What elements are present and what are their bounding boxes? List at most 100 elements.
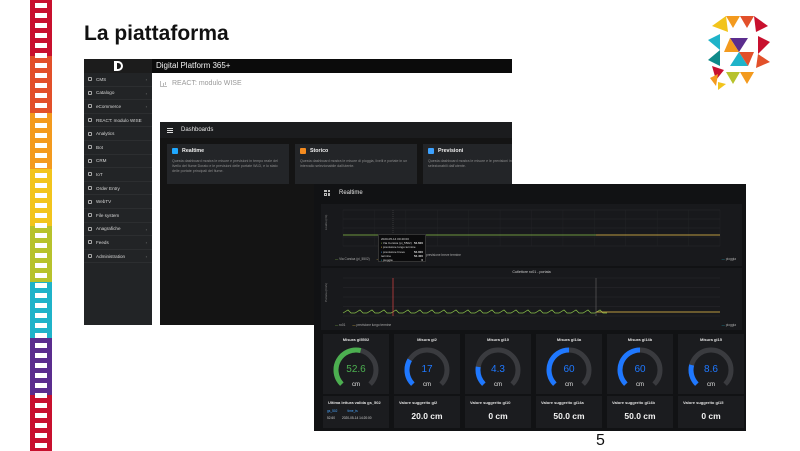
sidebar-item[interactable]: Catalogo › (84, 87, 152, 101)
platform-sidebar: CMS › Catalogo › eCommerce › REACT: modulo WIS… (84, 73, 152, 325)
hamburger-icon[interactable] (167, 127, 173, 133)
sidebar-item-label: REACT: modulo WISE (96, 117, 142, 123)
chevron-right-icon: › (145, 104, 147, 110)
film-hole (35, 443, 47, 448)
gear-icon (88, 254, 92, 259)
chart-tooltip: 2020-05-14 00:40:00 ▪ Via Corsica (pi_55… (378, 234, 426, 262)
slide-title: La piattaforma (84, 22, 229, 45)
film-hole (35, 53, 47, 58)
platform-brand[interactable] (84, 59, 152, 73)
film-hole (35, 273, 47, 278)
suggested-value-title: Valore suggerito gi14a (541, 400, 584, 405)
film-hole (35, 113, 47, 118)
gauge-fill (475, 366, 486, 386)
sidebar-item[interactable]: Bot (84, 141, 152, 155)
chart-icon (160, 80, 167, 87)
chart2-legend: — ro01 — previsione lungo termine (335, 323, 392, 327)
sidebar-item[interactable]: REACT: modulo WISE (84, 114, 152, 128)
cloud-icon (88, 172, 92, 177)
sidebar-item[interactable]: CMS › (84, 73, 152, 87)
film-hole (35, 343, 47, 348)
sidebar-item[interactable]: Feeds › (84, 236, 152, 250)
gauge-title: Misura gi14b (627, 337, 653, 342)
company-logo (708, 16, 770, 90)
film-hole (35, 423, 47, 428)
realtime-title: Realtime (339, 189, 363, 196)
sidebar-item[interactable]: WebTV (84, 195, 152, 209)
sidebar-item[interactable]: IoT (84, 168, 152, 182)
film-strip-decoration (30, 0, 52, 451)
film-hole (35, 433, 47, 438)
suggested-value-title: Valore suggerito gi14b (612, 400, 655, 405)
film-hole (35, 23, 47, 28)
sidebar-item[interactable]: Order Entry (84, 182, 152, 196)
chart1-legend-right: — pioggia (721, 257, 736, 261)
suggested-value: 50.0 cm (553, 411, 585, 421)
platform-topbar (84, 59, 512, 73)
film-hole (35, 153, 47, 158)
cart-icon (88, 104, 92, 109)
film-hole (35, 313, 47, 318)
sidebar-item-label: CMS (96, 76, 107, 82)
gauge-title: Misura gi14a (556, 337, 582, 342)
film-hole (35, 263, 47, 268)
film-hole (35, 373, 47, 378)
gauge-unit: cm (636, 382, 644, 388)
sidebar-item[interactable]: eCommerce › (84, 100, 152, 114)
sidebar-item[interactable]: Anagrafiche › (84, 223, 152, 237)
gauge-fill (333, 347, 362, 386)
dashboard-card-title: Previsioni (428, 148, 512, 154)
film-hole (35, 393, 47, 398)
gauge-value: 4.3 (491, 364, 505, 375)
tv-icon (88, 199, 92, 204)
film-hole (35, 203, 47, 208)
gauge-fill (404, 358, 415, 386)
gauge-value: 8.6 (704, 364, 718, 375)
dashboard-card[interactable]: Storico Questa dashboard mostra le misure… (295, 144, 417, 184)
film-hole (35, 43, 47, 48)
list-icon (88, 186, 92, 191)
dashboard-card[interactable]: Realtime Questa dashboard mostra le misur… (167, 144, 289, 184)
rss-icon (88, 240, 92, 245)
folder-icon (88, 213, 92, 218)
film-hole (35, 193, 47, 198)
last-read-panel: Ultima lettura valida gs_502 gs_502 time_… (323, 396, 389, 428)
gauge-panel: Misura gi10 4.3 cm (465, 334, 531, 394)
chevron-right-icon: › (145, 240, 147, 246)
film-hole (35, 283, 47, 288)
sidebar-item[interactable]: File system (84, 209, 152, 223)
gauge-fill (546, 347, 570, 386)
sidebar-item-label: IoT (96, 171, 103, 177)
suggested-value-panel: Valore suggerito gi15 0 cm (678, 396, 744, 428)
flow-chart-panel: Cutlettore ro01 - portata Portata (m3/s)… (321, 268, 742, 330)
gauge-value: 60 (634, 364, 646, 375)
sidebar-item[interactable]: Administration › (84, 250, 152, 264)
dashboard-grid-icon[interactable] (324, 189, 330, 196)
tooltip-row: ▪ pioggia 0 (381, 258, 423, 263)
sidebar-item[interactable]: Analytics (84, 127, 152, 141)
gauge-unit: cm (565, 382, 573, 388)
sidebar-item-label: Catalogo (96, 90, 115, 96)
gauge-fill (688, 364, 699, 386)
film-hole (35, 213, 47, 218)
gauge-dial (333, 347, 379, 386)
film-hole (35, 3, 47, 8)
contacts-icon (88, 158, 92, 163)
sidebar-item[interactable]: CRM (84, 155, 152, 169)
tooltip-title: 2020-05-14 00:40:00 (381, 237, 409, 241)
film-hole (35, 133, 47, 138)
flow-chart: Portata (m3/s) (324, 277, 720, 317)
chevron-right-icon: › (145, 90, 147, 96)
suggested-value: 0 cm (701, 411, 721, 421)
breadcrumb-label: REACT: modulo WISE (172, 80, 242, 87)
folder-icon (88, 90, 92, 95)
gauge-panel: Misura gi14b 60 cm (607, 334, 673, 394)
tooltip-row: ▪ previsione lungo termine 52.000 (381, 245, 423, 254)
dashboard-card[interactable]: Previsioni Questa dashboard mostra le mis… (423, 144, 512, 184)
gauge-title: Misura gi5502 (342, 337, 370, 342)
level-chart: Livello (cm) (324, 209, 721, 247)
gauge-panel: Misura gi15 8.6 cm (678, 334, 744, 394)
last-read-col1[interactable]: gs_502 (327, 409, 338, 413)
suggested-value-panel: Valore suggerito gi10 0 cm (465, 396, 531, 428)
last-read-col2[interactable]: time_ts (347, 409, 358, 413)
